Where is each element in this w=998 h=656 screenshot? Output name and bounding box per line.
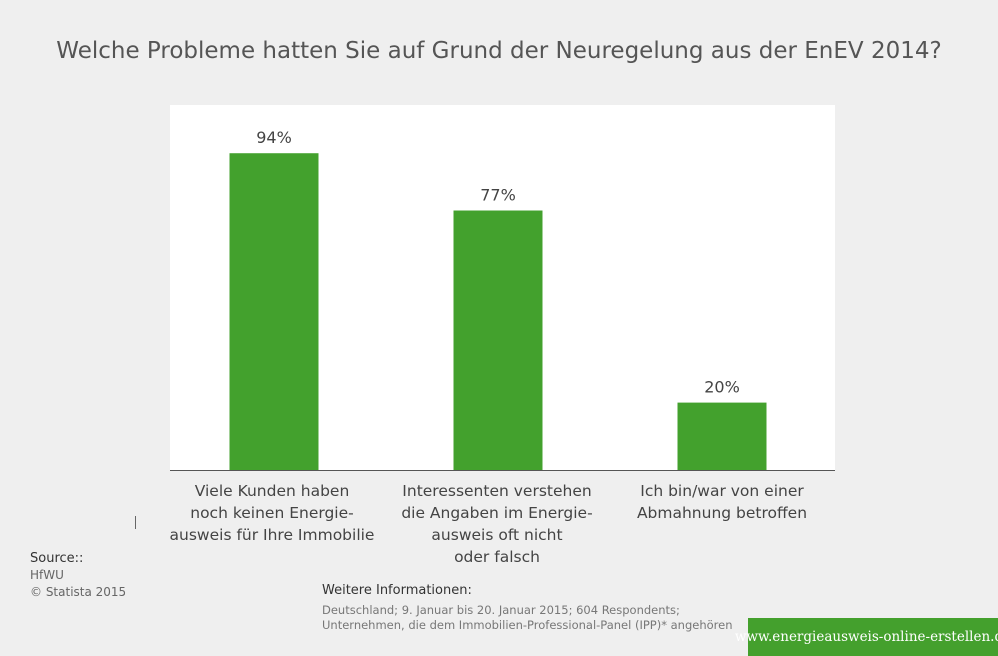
bar-value-label-1: 94%	[256, 128, 292, 147]
category-label-1: Viele Kunden haben noch keinen Energie- …	[169, 482, 375, 544]
website-banner-link[interactable]: www.energieausweis-online-erstellen.de	[735, 618, 998, 656]
category-label-2: Interessenten verstehen die Angaben im E…	[401, 482, 593, 566]
info-line-1: Deutschland; 9. Januar bis 20. Januar 20…	[322, 603, 680, 617]
bar-1	[229, 153, 319, 470]
bar-value-label-3: 20%	[704, 378, 740, 397]
bar-3	[677, 402, 767, 470]
source-line-2: © Statista 2015	[30, 585, 127, 599]
axis-tick-mark	[135, 516, 136, 529]
chart-title: Welche Probleme hatten Sie auf Grund der…	[56, 38, 942, 64]
bar-2	[453, 210, 543, 470]
source-line-1: HfWU	[30, 568, 64, 582]
info-line-2: Unternehmen, die dem Immobilien-Professi…	[322, 618, 733, 632]
info-heading: Weitere Informationen:	[322, 583, 472, 598]
source-heading: Source::	[30, 551, 84, 566]
bar-value-label-2: 77%	[480, 186, 516, 205]
category-label-3: Ich bin/war von einer Abmahnung betroffe…	[636, 482, 808, 522]
